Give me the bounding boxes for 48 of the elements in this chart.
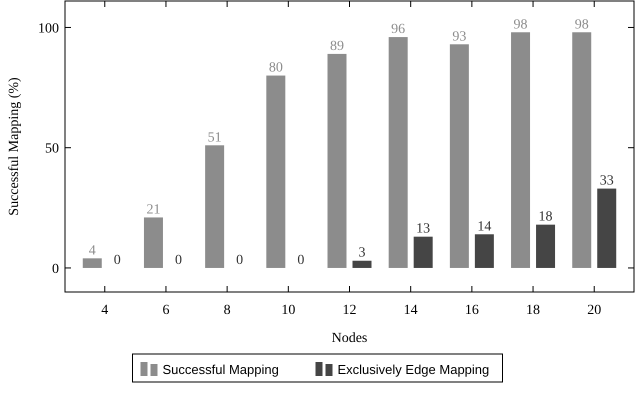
- y-tick-label: 0: [52, 262, 59, 277]
- data-label: 80: [268, 60, 283, 76]
- bar: [266, 76, 286, 268]
- x-tick-label: 12: [342, 303, 356, 318]
- x-tick-label: 8: [224, 303, 231, 318]
- data-label: 96: [391, 22, 406, 38]
- data-label: 18: [538, 210, 553, 225]
- bar: [450, 44, 469, 268]
- x-tick-label: 6: [162, 303, 170, 318]
- bar: [328, 54, 346, 268]
- bar: [474, 234, 494, 268]
- x-tick-label: 16: [464, 303, 479, 318]
- data-label: 13: [416, 222, 430, 237]
- bar: [388, 37, 408, 268]
- data-label: 0: [114, 252, 121, 268]
- data-label: 51: [208, 130, 222, 146]
- x-tick-label: 18: [526, 303, 540, 318]
- bar: [414, 236, 433, 268]
- x-axis-title: Nodes: [332, 331, 368, 346]
- data-label: 89: [330, 38, 344, 54]
- y-tick-label: 100: [38, 21, 59, 36]
- data-label: 0: [174, 252, 182, 268]
- data-label: 4: [88, 243, 96, 258]
- bar: [597, 188, 616, 268]
- legend-label: Successful Mapping: [162, 362, 279, 377]
- bar: [205, 145, 224, 268]
- bar: [536, 224, 556, 268]
- y-axis-title: Successful Mapping (%): [7, 76, 22, 216]
- data-label: 0: [236, 252, 244, 268]
- x-tick-label: 14: [404, 303, 418, 318]
- bar: [144, 217, 163, 268]
- data-label: 14: [477, 219, 492, 234]
- data-label: 21: [146, 202, 160, 218]
- data-label: 0: [297, 252, 304, 268]
- x-tick-label: 4: [101, 303, 108, 318]
- bar: [511, 32, 530, 268]
- data-label: 33: [600, 174, 614, 189]
- x-tick-label: 20: [587, 303, 602, 318]
- bar: [572, 32, 592, 268]
- x-tick-label: 10: [281, 303, 296, 318]
- y-tick-label: 50: [45, 142, 59, 157]
- data-label: 98: [514, 17, 528, 32]
- bar: [352, 260, 372, 268]
- bar: [82, 258, 102, 268]
- data-label: 98: [574, 17, 589, 32]
- legend-label: Exclusively Edge Mapping: [338, 362, 490, 377]
- data-label: 3: [358, 246, 366, 261]
- data-label: 93: [452, 29, 466, 44]
